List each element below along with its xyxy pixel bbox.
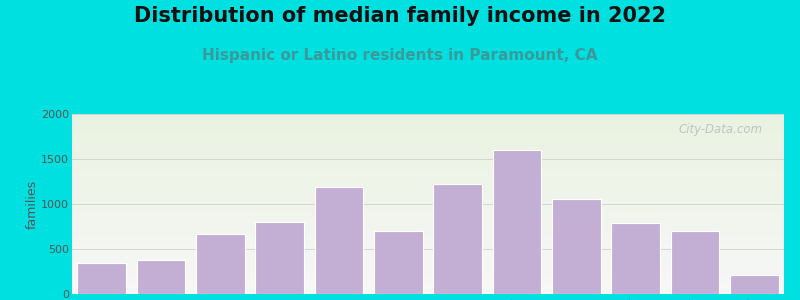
Text: City-Data.com: City-Data.com: [678, 123, 762, 136]
Bar: [255, 222, 304, 294]
Bar: [670, 231, 719, 294]
Bar: [314, 187, 363, 294]
Bar: [552, 199, 601, 294]
Bar: [493, 150, 542, 294]
Bar: [434, 184, 482, 294]
Bar: [611, 223, 660, 294]
Bar: [137, 260, 186, 294]
Text: Hispanic or Latino residents in Paramount, CA: Hispanic or Latino residents in Paramoun…: [202, 48, 598, 63]
Bar: [196, 234, 245, 294]
Y-axis label: families: families: [26, 179, 38, 229]
Bar: [374, 231, 422, 294]
Bar: [730, 275, 778, 294]
Bar: [78, 263, 126, 294]
Text: Distribution of median family income in 2022: Distribution of median family income in …: [134, 6, 666, 26]
